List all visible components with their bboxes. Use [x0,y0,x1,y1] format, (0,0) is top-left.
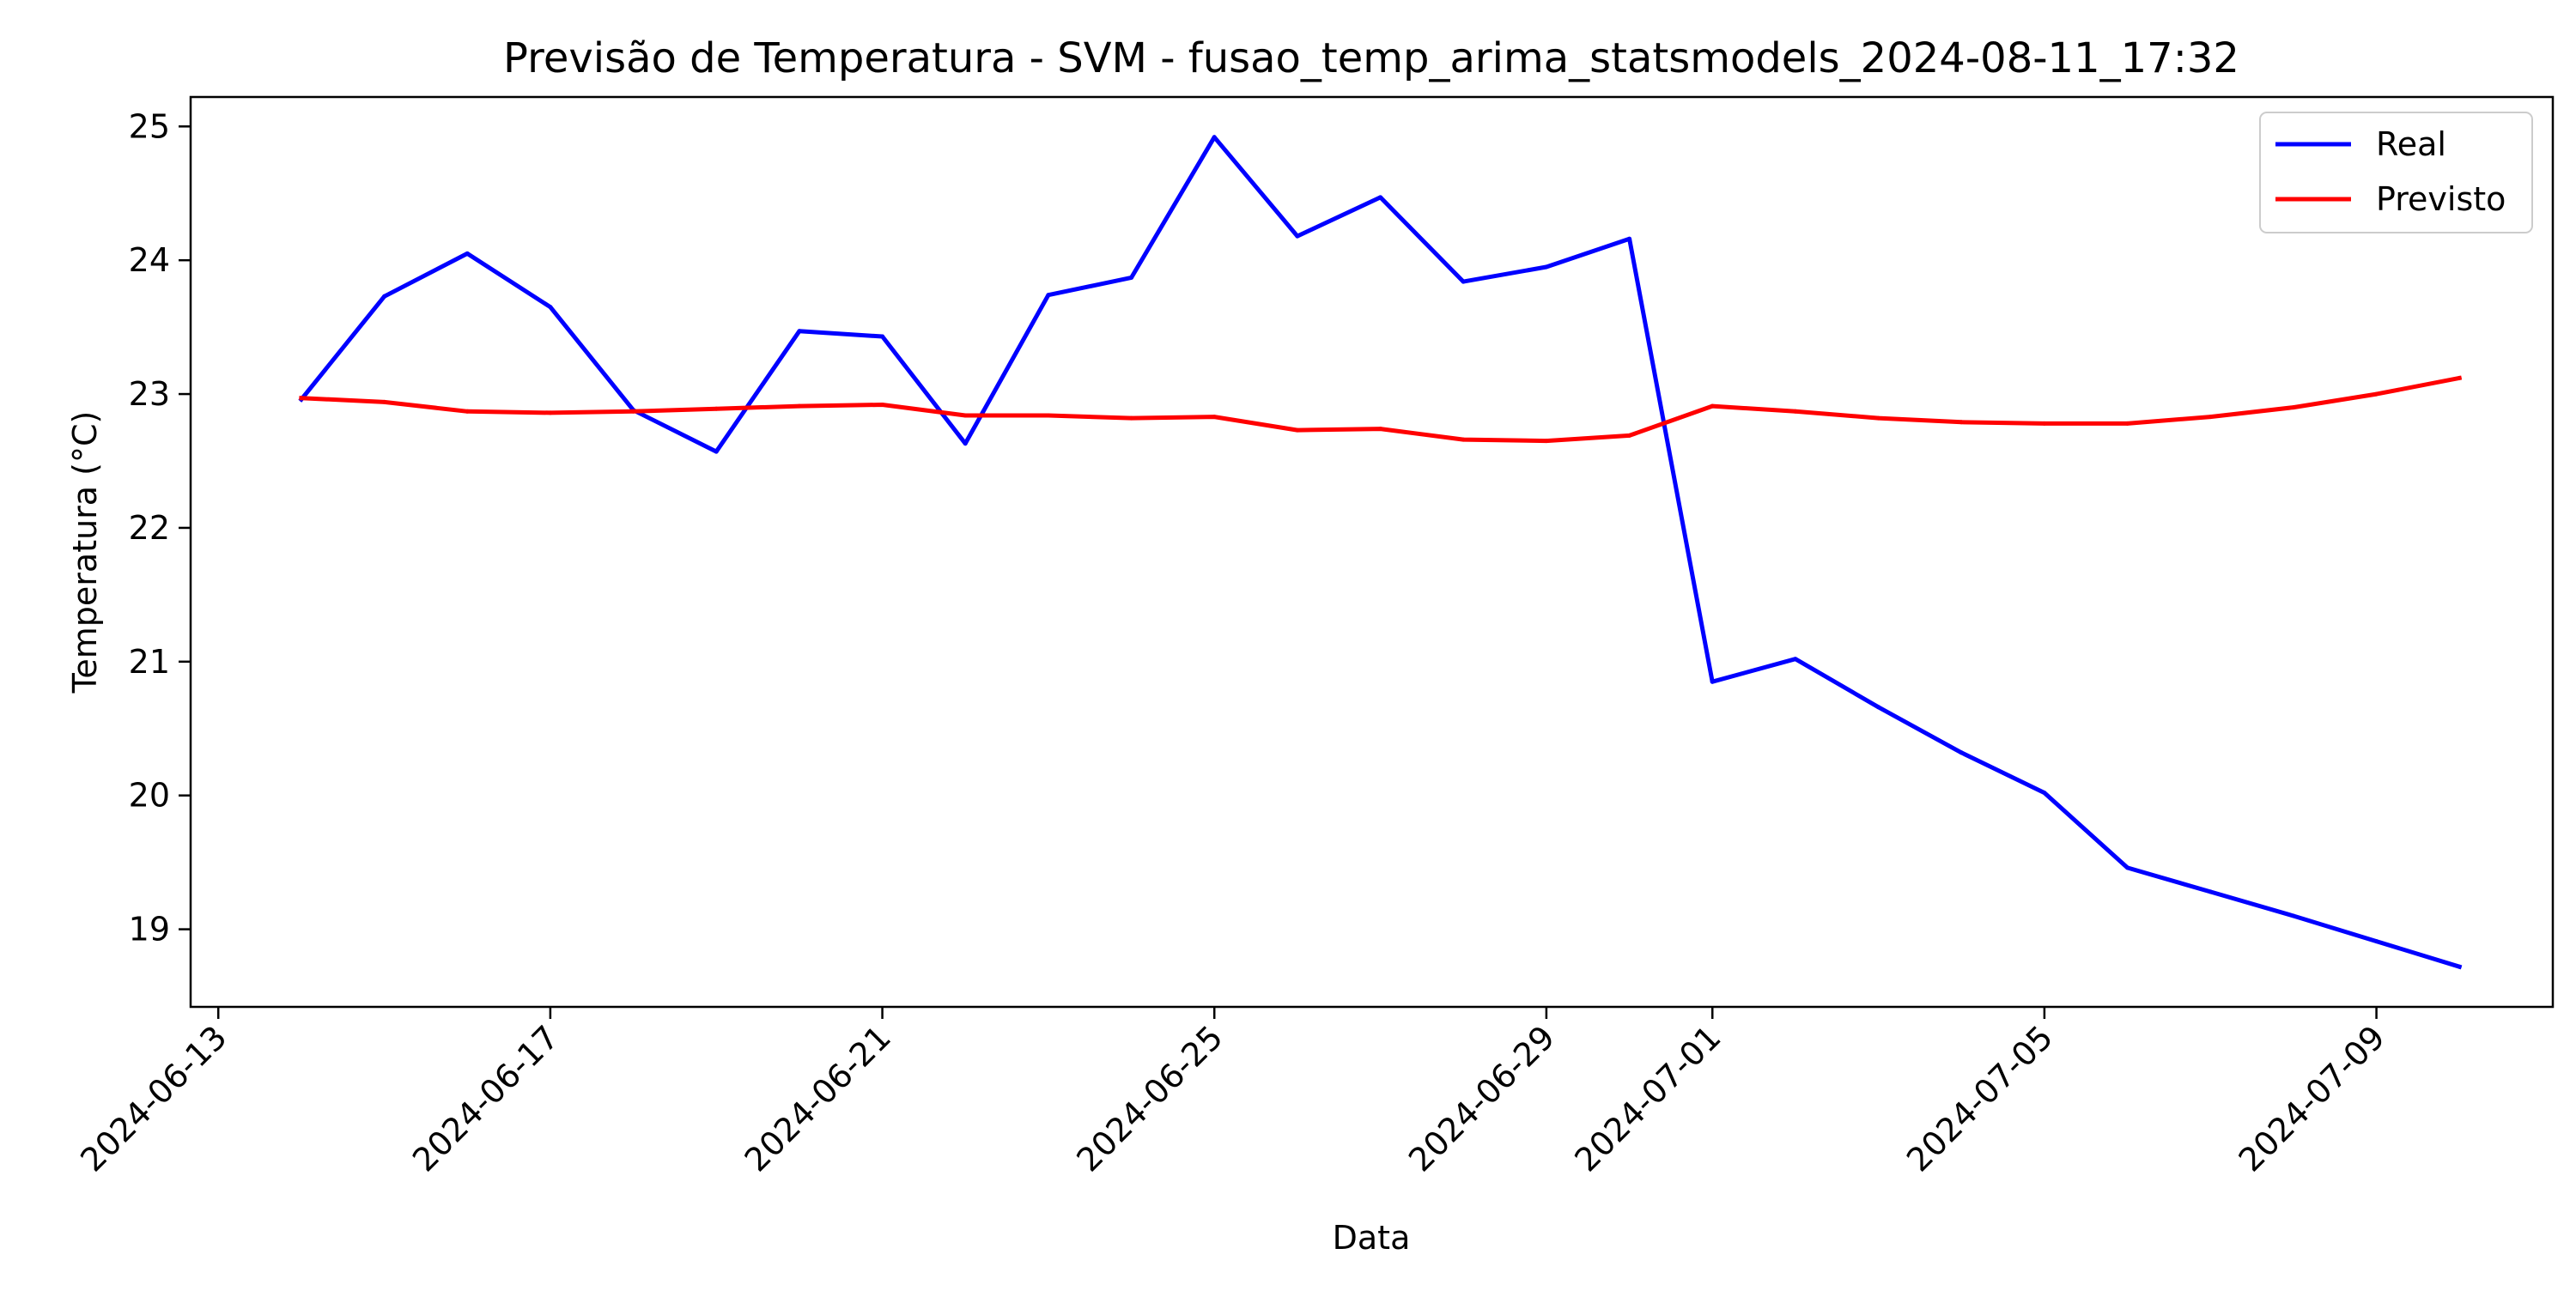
data-point-real [880,334,885,339]
data-point-previsto [1378,427,1383,432]
data-point-previsto [2125,421,2130,426]
data-point-real [2125,865,2130,870]
x-tick-label: 2024-06-21 [738,1018,898,1179]
data-point-real [1378,195,1383,200]
data-point-previsto [1544,439,1549,444]
data-point-previsto [1627,433,1632,438]
data-point-real [1212,135,1217,140]
data-point-real [1627,236,1632,241]
legend-label-previsto: Previsto [2376,180,2506,218]
x-tick-label: 2024-06-29 [1401,1018,1562,1179]
chart-title: Previsão de Temperatura - SVM - fusao_te… [503,34,2239,82]
data-point-previsto [1710,403,1715,409]
x-tick-label: 2024-07-01 [1567,1018,1728,1179]
data-point-previsto [1461,437,1466,442]
data-point-real [714,449,719,454]
data-point-previsto [2042,421,2047,426]
x-tick-label: 2024-07-05 [1899,1018,2060,1179]
plot-area [189,95,2555,1009]
series-line-real [298,135,2463,970]
data-point-previsto [548,410,553,415]
y-axis: 19 20 21 22 23 24 25 [129,107,191,949]
data-point-real [2374,939,2379,944]
data-point-real [2042,791,2047,796]
data-point-previsto [465,409,470,414]
data-point-real [1710,679,1715,684]
data-point-real [2208,889,2213,894]
data-point-previsto [1793,409,1798,414]
data-point-previsto [1295,427,1300,433]
data-point-previsto [963,413,968,418]
data-point-real [1129,275,1134,280]
x-axis-label: Data [1333,1219,1411,1257]
legend-label-real: Real [2376,125,2446,163]
data-point-real [963,441,968,446]
data-point-previsto [880,403,885,407]
data-point-real [1876,705,1881,710]
data-point-real [465,251,470,256]
y-tick-label: 24 [129,241,170,279]
data-point-real [382,294,387,299]
y-tick-label: 21 [129,643,170,681]
data-point-previsto [714,406,719,411]
data-point-previsto [2291,405,2296,410]
x-tick-label: 2024-06-25 [1069,1018,1230,1179]
data-point-real [1544,264,1549,270]
data-point-previsto [1959,420,1964,425]
data-point-previsto [1212,415,1217,420]
y-tick-label: 25 [129,107,170,145]
x-tick-label: 2024-06-13 [73,1018,234,1179]
data-point-previsto [631,409,636,414]
data-point-real [797,329,802,334]
data-point-real [1295,233,1300,239]
y-tick-label: 20 [129,777,170,815]
data-point-previsto [2374,391,2379,397]
data-point-previsto [2208,415,2213,420]
data-point-real [1046,293,1051,298]
data-point-previsto [1129,415,1134,421]
legend: Real Previsto [2259,112,2533,233]
y-tick-label: 19 [129,911,170,949]
data-point-previsto [1046,413,1051,418]
data-point-previsto [1876,415,1881,421]
y-tick-label: 22 [129,509,170,547]
data-point-previsto [382,399,387,404]
x-tick-label: 2024-07-09 [2232,1018,2392,1179]
x-tick-label: 2024-06-17 [405,1018,566,1179]
data-point-real [1959,750,1964,755]
series-line-previsto [299,375,2463,444]
data-point-previsto [797,403,802,409]
data-point-real [2457,964,2462,969]
plot-frame [189,95,2555,1009]
x-axis: 2024-06-13 2024-06-17 2024-06-21 2024-06-25… [73,1007,2392,1179]
data-point-real [1461,279,1466,284]
y-axis-label: Temperatura (°C) [66,411,104,694]
data-point-real [548,305,553,310]
data-point-real [1793,657,1798,662]
data-point-previsto [2457,375,2462,380]
y-tick-label: 23 [129,375,170,413]
data-point-previsto [299,396,304,401]
data-point-real [2291,913,2296,918]
